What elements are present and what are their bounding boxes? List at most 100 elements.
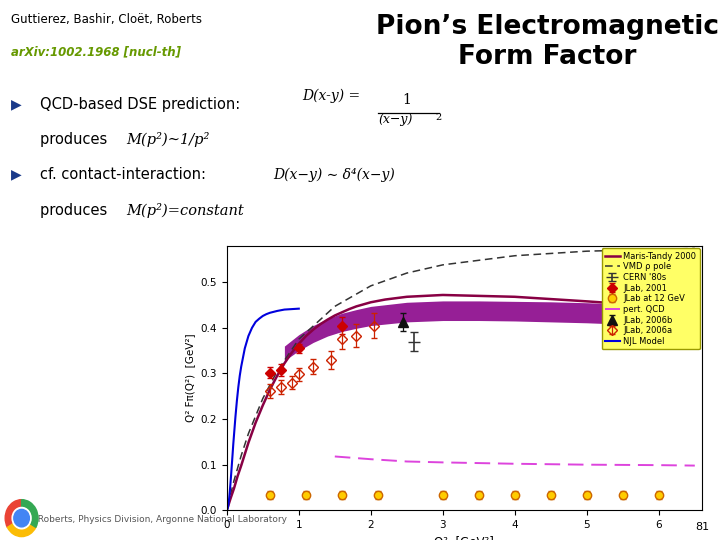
Circle shape [12,508,31,529]
Maris-Tandy 2000 [330,312,339,319]
pert. QCD [510,461,519,467]
Circle shape [14,509,30,527]
Text: D(x-y) =: D(x-y) = [302,89,361,104]
VMD ρ pole [330,303,339,309]
Text: 2: 2 [436,113,442,123]
Text: (x−y): (x−y) [378,113,413,126]
NJL Model [231,414,240,420]
Line: pert. QCD: pert. QCD [335,456,695,465]
Text: produces: produces [40,202,112,218]
Maris-Tandy 2000 [302,333,310,339]
Maris-Tandy 2000 [323,316,332,323]
NJL Model [240,345,249,352]
Text: D(x−y) ∼ δ⁴(x−y): D(x−y) ∼ δ⁴(x−y) [274,167,395,182]
VMD ρ pole [402,270,411,276]
Maris-Tandy 2000 [258,402,267,409]
Text: 81: 81 [695,522,709,532]
Wedge shape [7,518,36,537]
Maris-Tandy 2000 [287,350,296,356]
Maris-Tandy 2000 [654,303,663,309]
Maris-Tandy 2000 [237,462,246,469]
Maris-Tandy 2000 [233,473,242,480]
pert. QCD [366,456,375,462]
Maris-Tandy 2000 [309,326,318,333]
VMD ρ pole [690,245,699,252]
NJL Model [233,397,241,404]
Line: NJL Model: NJL Model [228,309,299,510]
NJL Model [251,319,260,325]
Wedge shape [22,500,38,528]
NJL Model [273,308,282,314]
NJL Model [226,481,235,488]
Maris-Tandy 2000 [223,505,232,511]
Wedge shape [5,500,22,528]
Maris-Tandy 2000 [280,360,289,367]
NJL Model [223,507,232,513]
NJL Model [294,306,303,312]
NJL Model [237,363,246,370]
VMD ρ pole [244,430,253,437]
Maris-Tandy 2000 [438,292,447,298]
NJL Model [224,503,233,509]
Maris-Tandy 2000 [338,309,346,315]
Text: QCD-based DSE prediction:: QCD-based DSE prediction: [40,97,245,112]
Maris-Tandy 2000 [316,321,325,327]
NJL Model [262,311,271,318]
pert. QCD [402,458,411,465]
NJL Model [228,462,236,468]
NJL Model [229,441,238,447]
Maris-Tandy 2000 [251,420,260,426]
NJL Model [227,471,235,478]
NJL Model [228,451,237,458]
Maris-Tandy 2000 [352,303,361,309]
NJL Model [223,505,232,512]
VMD ρ pole [582,248,591,254]
VMD ρ pole [438,261,447,268]
Maris-Tandy 2000 [266,386,274,393]
pert. QCD [582,462,591,468]
Maris-Tandy 2000 [294,341,303,347]
Maris-Tandy 2000 [244,440,253,446]
NJL Model [225,490,234,496]
Maris-Tandy 2000 [381,296,390,303]
pert. QCD [690,462,699,469]
Text: ▶: ▶ [11,97,22,111]
pert. QCD [654,462,663,468]
Text: Pion’s Electromagnetic
Form Factor: Pion’s Electromagnetic Form Factor [376,14,719,70]
Maris-Tandy 2000 [690,306,699,313]
Line: Maris-Tandy 2000: Maris-Tandy 2000 [228,295,695,508]
Text: M(p²)∼1/p²: M(p²)∼1/p² [126,132,210,147]
VMD ρ pole [273,368,282,374]
NJL Model [235,373,244,379]
VMD ρ pole [258,395,267,402]
Maris-Tandy 2000 [226,496,235,502]
Maris-Tandy 2000 [582,298,591,305]
VMD ρ pole [654,246,663,253]
NJL Model [244,333,253,339]
Maris-Tandy 2000 [402,294,411,300]
Text: produces: produces [40,132,112,147]
VMD ρ pole [510,253,519,259]
NJL Model [280,306,289,313]
NJL Model [255,315,264,322]
pert. QCD [330,453,339,460]
Text: Guttierez, Bashir, Cloët, Roberts: Guttierez, Bashir, Cloët, Roberts [11,14,202,26]
NJL Model [248,325,256,331]
Line: VMD ρ pole: VMD ρ pole [228,248,695,507]
VMD ρ pole [223,503,232,510]
Text: M(p²)=constant: M(p²)=constant [126,202,244,218]
VMD ρ pole [237,453,246,459]
Text: cf. contact-interaction:: cf. contact-interaction: [40,167,206,183]
NJL Model [234,384,243,390]
Maris-Tandy 2000 [510,294,519,300]
VMD ρ pole [366,282,375,289]
Text: arXiv:1002.1968 [nucl-th]: arXiv:1002.1968 [nucl-th] [11,46,181,59]
Maris-Tandy 2000 [273,373,282,379]
Text: 1: 1 [402,93,411,107]
NJL Model [230,432,238,438]
VMD ρ pole [294,336,303,342]
NJL Model [225,497,233,503]
NJL Model [266,309,274,316]
NJL Model [269,308,278,315]
NJL Model [258,313,267,319]
